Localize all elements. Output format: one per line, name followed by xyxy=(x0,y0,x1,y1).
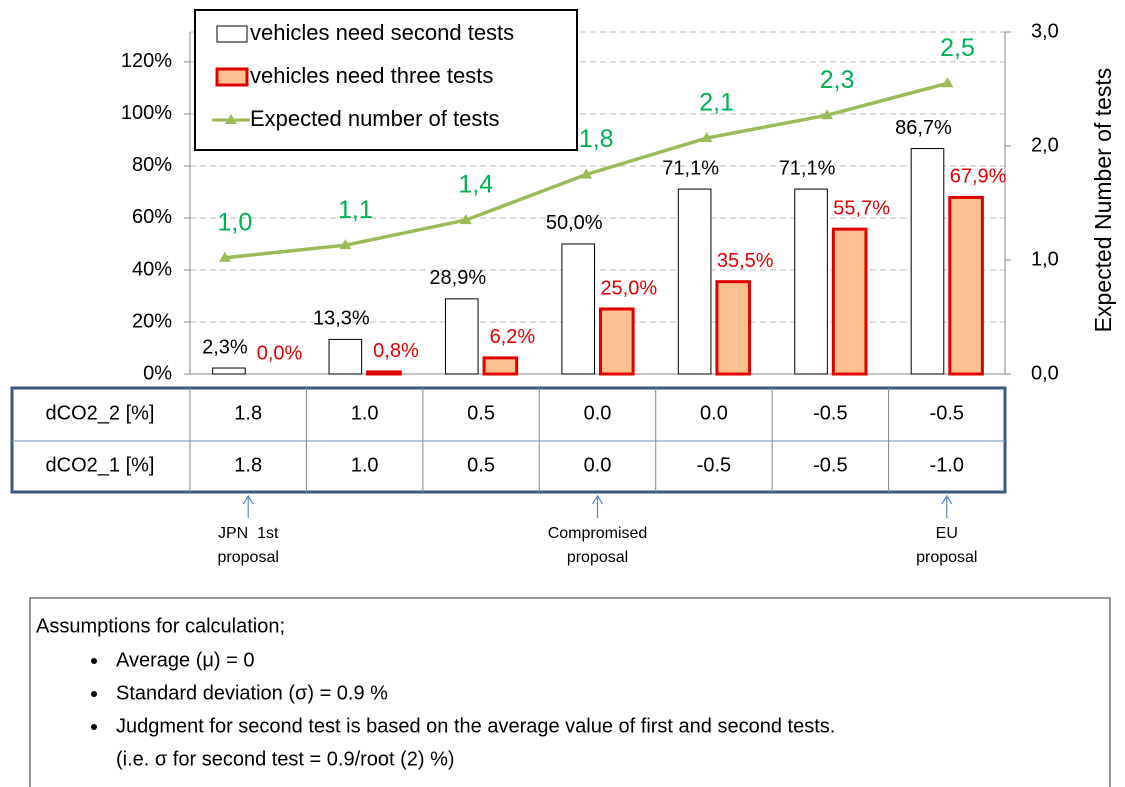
annotation: proposal xyxy=(567,549,628,566)
line-marker xyxy=(941,77,954,88)
bar xyxy=(599,307,635,376)
table-cell: 0.0 xyxy=(584,402,612,424)
y-tick-label: 120% xyxy=(121,50,172,72)
legend-swatch xyxy=(225,114,237,124)
table-cell: -0.5 xyxy=(697,454,731,476)
data-label: 1,1 xyxy=(338,196,373,224)
data-label: 0,8% xyxy=(373,340,419,362)
data-label: 35,5% xyxy=(717,250,774,272)
data-label: 6,2% xyxy=(490,326,536,348)
table-cell: 0.0 xyxy=(584,454,612,476)
table-cell: 0.0 xyxy=(700,402,728,424)
line-marker xyxy=(821,109,834,120)
line-marker xyxy=(700,132,713,143)
legend-label: vehicles need second tests xyxy=(250,20,514,45)
table-frame xyxy=(10,386,1007,494)
annotation: JPN 1st xyxy=(218,525,279,542)
legend-label: vehicles need three tests xyxy=(250,63,493,88)
legend-swatch xyxy=(215,67,249,87)
table-cell: -0.5 xyxy=(930,402,964,424)
data-label: 1,0 xyxy=(218,208,253,236)
table-cell: -1.0 xyxy=(930,454,964,476)
arrow xyxy=(941,494,953,518)
legend-label: Expected number of tests xyxy=(250,106,499,131)
bullet xyxy=(91,658,97,664)
data-label: 28,9% xyxy=(429,267,486,289)
note-item: Average (μ) = 0 xyxy=(116,649,254,671)
bar xyxy=(948,195,984,376)
bar xyxy=(677,188,712,375)
data-label: 50,0% xyxy=(546,212,603,234)
legend xyxy=(194,9,578,151)
data-label: 71,1% xyxy=(662,157,719,179)
legend-swatch xyxy=(216,25,248,43)
bullet xyxy=(91,691,97,697)
y2-tick-label: 3,0 xyxy=(1031,20,1059,42)
arrow xyxy=(591,494,604,518)
data-label: 2,5 xyxy=(940,34,975,62)
bar xyxy=(910,148,945,375)
bar xyxy=(831,227,868,376)
y-tick-label: 0% xyxy=(143,362,172,384)
table-cell: 0.5 xyxy=(467,402,495,424)
data-label: 2,1 xyxy=(699,89,734,117)
line-marker xyxy=(459,214,472,225)
line-marker xyxy=(218,251,231,262)
y-tick-label: 20% xyxy=(132,310,172,332)
table-cell: 1.8 xyxy=(234,454,262,476)
line-marker xyxy=(580,168,593,179)
line-marker xyxy=(339,239,352,250)
note-item: Judgment for second test is based on the… xyxy=(116,715,835,737)
data-label: 13,3% xyxy=(313,308,370,330)
annotation: proposal xyxy=(916,549,977,566)
notes-box xyxy=(29,597,1111,787)
arrow xyxy=(242,494,254,518)
bar xyxy=(328,338,363,375)
data-label: 0,0% xyxy=(257,342,303,364)
bar xyxy=(366,370,402,376)
data-label: 1,8 xyxy=(579,125,614,153)
y-tick-label: 40% xyxy=(132,258,172,280)
y2-tick-label: 2,0 xyxy=(1031,134,1059,156)
data-label: 1,4 xyxy=(458,171,493,199)
data-label: 2,3 xyxy=(820,66,855,94)
table-cell: -0.5 xyxy=(813,454,847,476)
annotation: Compromised xyxy=(548,525,648,542)
table-cell: 1.8 xyxy=(234,402,262,424)
table-cell: dCO2_2 [%] xyxy=(46,402,155,424)
y-tick-label: 80% xyxy=(132,154,172,176)
y2-axis-label: Expected Number of tests xyxy=(1090,68,1116,333)
annotation: proposal xyxy=(218,549,279,566)
bar xyxy=(212,367,246,375)
y-tick-label: 60% xyxy=(132,206,172,228)
data-label: 55,7% xyxy=(833,197,890,219)
table-cell: -0.5 xyxy=(813,402,847,424)
bar xyxy=(794,188,828,375)
bar xyxy=(482,356,519,376)
bar xyxy=(561,243,596,375)
bullet xyxy=(91,724,97,730)
note-item: Standard deviation (σ) = 0.9 % xyxy=(116,682,388,704)
annotation: EU xyxy=(936,525,958,542)
data-label: 86,7% xyxy=(895,117,952,139)
table-cell: 0.5 xyxy=(467,454,495,476)
y-tick-label: 100% xyxy=(121,102,172,124)
data-label: 25,0% xyxy=(600,277,657,299)
y2-tick-label: 0,0 xyxy=(1031,362,1059,384)
bar xyxy=(444,298,479,375)
notes-heading: Assumptions for calculation; xyxy=(36,615,285,637)
bar xyxy=(715,280,752,376)
y2-tick-label: 1,0 xyxy=(1031,248,1059,270)
table-cell: dCO2_1 [%] xyxy=(46,454,155,476)
table-cell: 1.0 xyxy=(351,454,379,476)
data-label: 71,1% xyxy=(779,157,836,179)
data-label: 67,9% xyxy=(950,166,1007,188)
data-label: 2,3% xyxy=(202,336,248,358)
table-cell: 1.0 xyxy=(351,402,379,424)
note-continuation: (i.e. σ for second test = 0.9/root (2) %… xyxy=(116,748,455,770)
